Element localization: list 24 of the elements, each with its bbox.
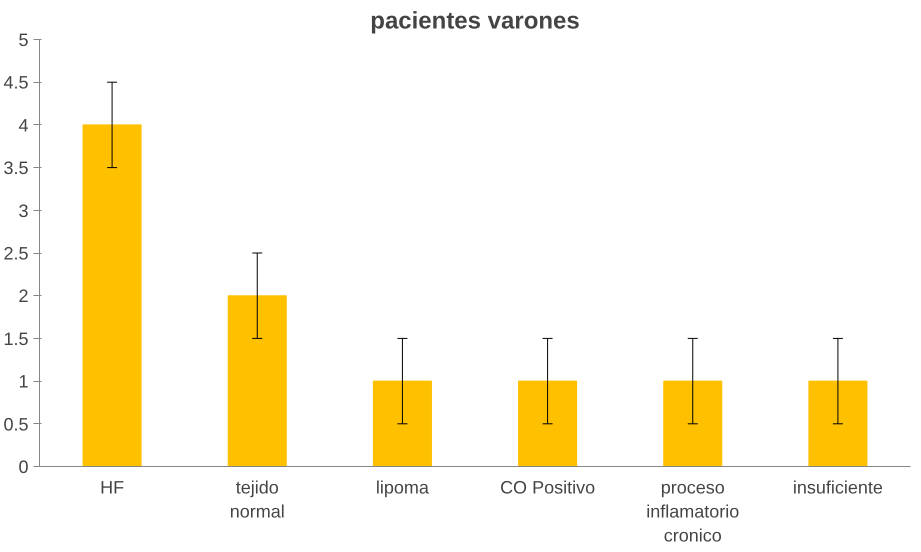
bar [82, 124, 142, 466]
bar [228, 295, 287, 466]
y-tick-label: 0 [18, 457, 29, 477]
y-tick-label: 0.5 [3, 414, 29, 434]
y-tick-label: 5 [18, 30, 29, 50]
x-tick-label: tejido normal [230, 478, 285, 522]
y-tick-label: 4 [18, 115, 29, 136]
y-tick-label: 2 [18, 286, 29, 306]
bar [372, 380, 432, 466]
y-tick-label: 1 [18, 372, 29, 392]
x-tick-label: CO Positivo [500, 478, 596, 498]
x-tick-label: HF [100, 478, 124, 498]
bar [663, 380, 722, 466]
y-tick-label: 3.5 [3, 158, 29, 178]
y-tick-label: 4.5 [3, 72, 29, 93]
x-tick-label: lipoma [376, 478, 430, 498]
y-tick-label: 1.5 [3, 328, 29, 349]
y-tick-label: 3 [18, 200, 29, 221]
bar [808, 380, 868, 466]
y-tick-label: 2.5 [3, 244, 29, 264]
chart-title: pacientes varones [370, 8, 580, 34]
x-tick-label: proceso inflamatorio cronico [646, 478, 740, 546]
bar [518, 380, 578, 466]
x-tick-label: insuficiente [792, 478, 883, 498]
